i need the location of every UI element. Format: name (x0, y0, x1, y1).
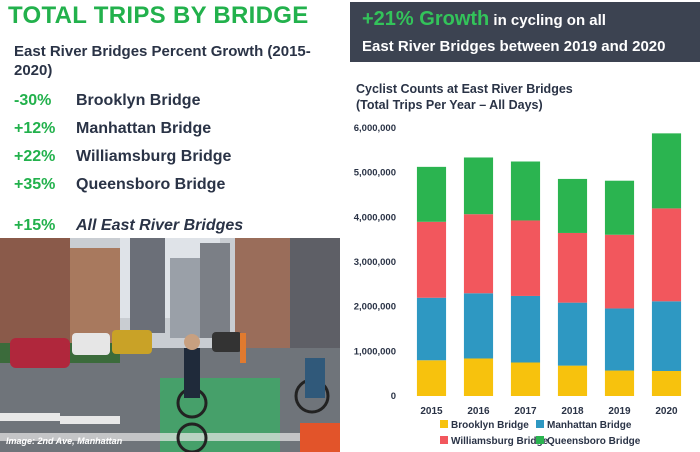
growth-bridge-name: Queensboro Bridge (76, 176, 226, 193)
y-tick-label: 3,000,000 (354, 257, 396, 268)
bar-segment-manhattan-bridge (463, 293, 494, 359)
banner-highlight: +21% Growth (362, 8, 490, 30)
legend-swatch (536, 436, 544, 444)
bar-segment-manhattan-bridge (604, 308, 635, 371)
growth-bridge-name: Manhattan Bridge (76, 120, 212, 137)
banner-line-1-text: in cycling on all (489, 12, 606, 29)
growth-row-brooklyn: -30% Brooklyn Bridge (14, 92, 200, 110)
x-tick-label: 2017 (514, 406, 537, 417)
legend-label: Williamsburg Bridge (451, 436, 549, 447)
y-tick-label: 1,000,000 (354, 346, 396, 357)
growth-pct: +35% (14, 176, 56, 193)
bar-segment-williamsburg-bridge (510, 220, 541, 296)
left-panel: TOTAL TRIPS BY BRIDGE East River Bridges… (0, 0, 340, 452)
bar-segment-williamsburg-bridge (463, 214, 494, 294)
bar-segment-williamsburg-bridge (416, 221, 447, 298)
bar-segment-manhattan-bridge (557, 302, 588, 366)
street-photo-illustration (0, 238, 340, 452)
street-photo: Image: 2nd Ave, Manhattan (0, 238, 340, 452)
bar-segment-queensboro-bridge (416, 166, 447, 222)
bar-segment-brooklyn-bridge (510, 362, 541, 396)
legend-swatch (440, 420, 448, 428)
growth-row-williamsburg: +22% Williamsburg Bridge (14, 148, 231, 166)
bar-segment-brooklyn-bridge (604, 370, 635, 396)
legend-label: Manhattan Bridge (547, 420, 632, 431)
growth-pct: +22% (14, 148, 56, 165)
growth-row-manhattan: +12% Manhattan Bridge (14, 120, 211, 138)
growth-banner: +21% Growth in cycling on all East River… (350, 2, 700, 62)
bar-segment-brooklyn-bridge (463, 358, 494, 396)
legend-label: Queensboro Bridge (547, 436, 641, 447)
chart-title-block: Cyclist Counts at East River Bridges (To… (356, 81, 573, 113)
stacked-bar-chart: 0 1,000,000 2,000,000 3,000,000 4,000,000 5,0… (354, 123, 682, 447)
bar-segment-manhattan-bridge (510, 295, 541, 363)
x-tick-label: 2018 (561, 406, 584, 417)
bar-segment-brooklyn-bridge (651, 370, 682, 396)
banner-line-2: East River Bridges between 2019 and 2020 (362, 38, 666, 55)
x-tick-label: 2015 (420, 406, 443, 417)
chart-subtitle: (Total Trips Per Year – All Days) (356, 98, 543, 112)
page-title: TOTAL TRIPS BY BRIDGE (8, 2, 309, 29)
bar-segment-queensboro-bridge (604, 180, 635, 235)
y-tick-label: 2,000,000 (354, 302, 396, 313)
y-tick-label: 0 (391, 391, 396, 402)
legend-label: Brooklyn Bridge (451, 420, 529, 431)
legend-swatch (440, 436, 448, 444)
bar-segment-queensboro-bridge (651, 133, 682, 209)
growth-pct: +15% (14, 217, 56, 234)
y-tick-label: 5,000,000 (354, 168, 396, 179)
bar-segment-queensboro-bridge (510, 161, 541, 221)
bar-segment-queensboro-bridge (463, 157, 494, 215)
legend-swatch (536, 420, 544, 428)
bar-segment-queensboro-bridge (557, 178, 588, 233)
bar-segment-williamsburg-bridge (651, 208, 682, 302)
banner-line-1: +21% Growth in cycling on all (362, 8, 606, 31)
growth-pct: +12% (14, 120, 56, 137)
bar-segment-manhattan-bridge (416, 297, 447, 361)
photo-caption: Image: 2nd Ave, Manhattan (6, 436, 123, 446)
bar-segment-williamsburg-bridge (557, 232, 588, 303)
growth-bridge-name: Williamsburg Bridge (76, 148, 232, 165)
growth-pct: -30% (14, 92, 52, 109)
growth-bridge-name: Brooklyn Bridge (76, 92, 201, 109)
growth-row-all-bridges: +15% All East River Bridges (14, 217, 243, 235)
bar-segment-manhattan-bridge (651, 301, 682, 371)
growth-bridge-name: All East River Bridges (76, 217, 244, 234)
bar-segment-brooklyn-bridge (416, 360, 447, 396)
x-tick-label: 2020 (655, 406, 678, 417)
x-tick-label: 2016 (467, 406, 490, 417)
growth-subtitle: East River Bridges Percent Growth (2015-… (14, 43, 311, 79)
x-tick-label: 2019 (608, 406, 631, 417)
bar-segment-brooklyn-bridge (557, 365, 588, 396)
bar-segment-williamsburg-bridge (604, 234, 635, 309)
chart-title: Cyclist Counts at East River Bridges (356, 82, 573, 96)
y-tick-label: 6,000,000 (354, 123, 396, 134)
growth-row-queensboro: +35% Queensboro Bridge (14, 176, 225, 194)
y-tick-label: 4,000,000 (354, 212, 396, 223)
